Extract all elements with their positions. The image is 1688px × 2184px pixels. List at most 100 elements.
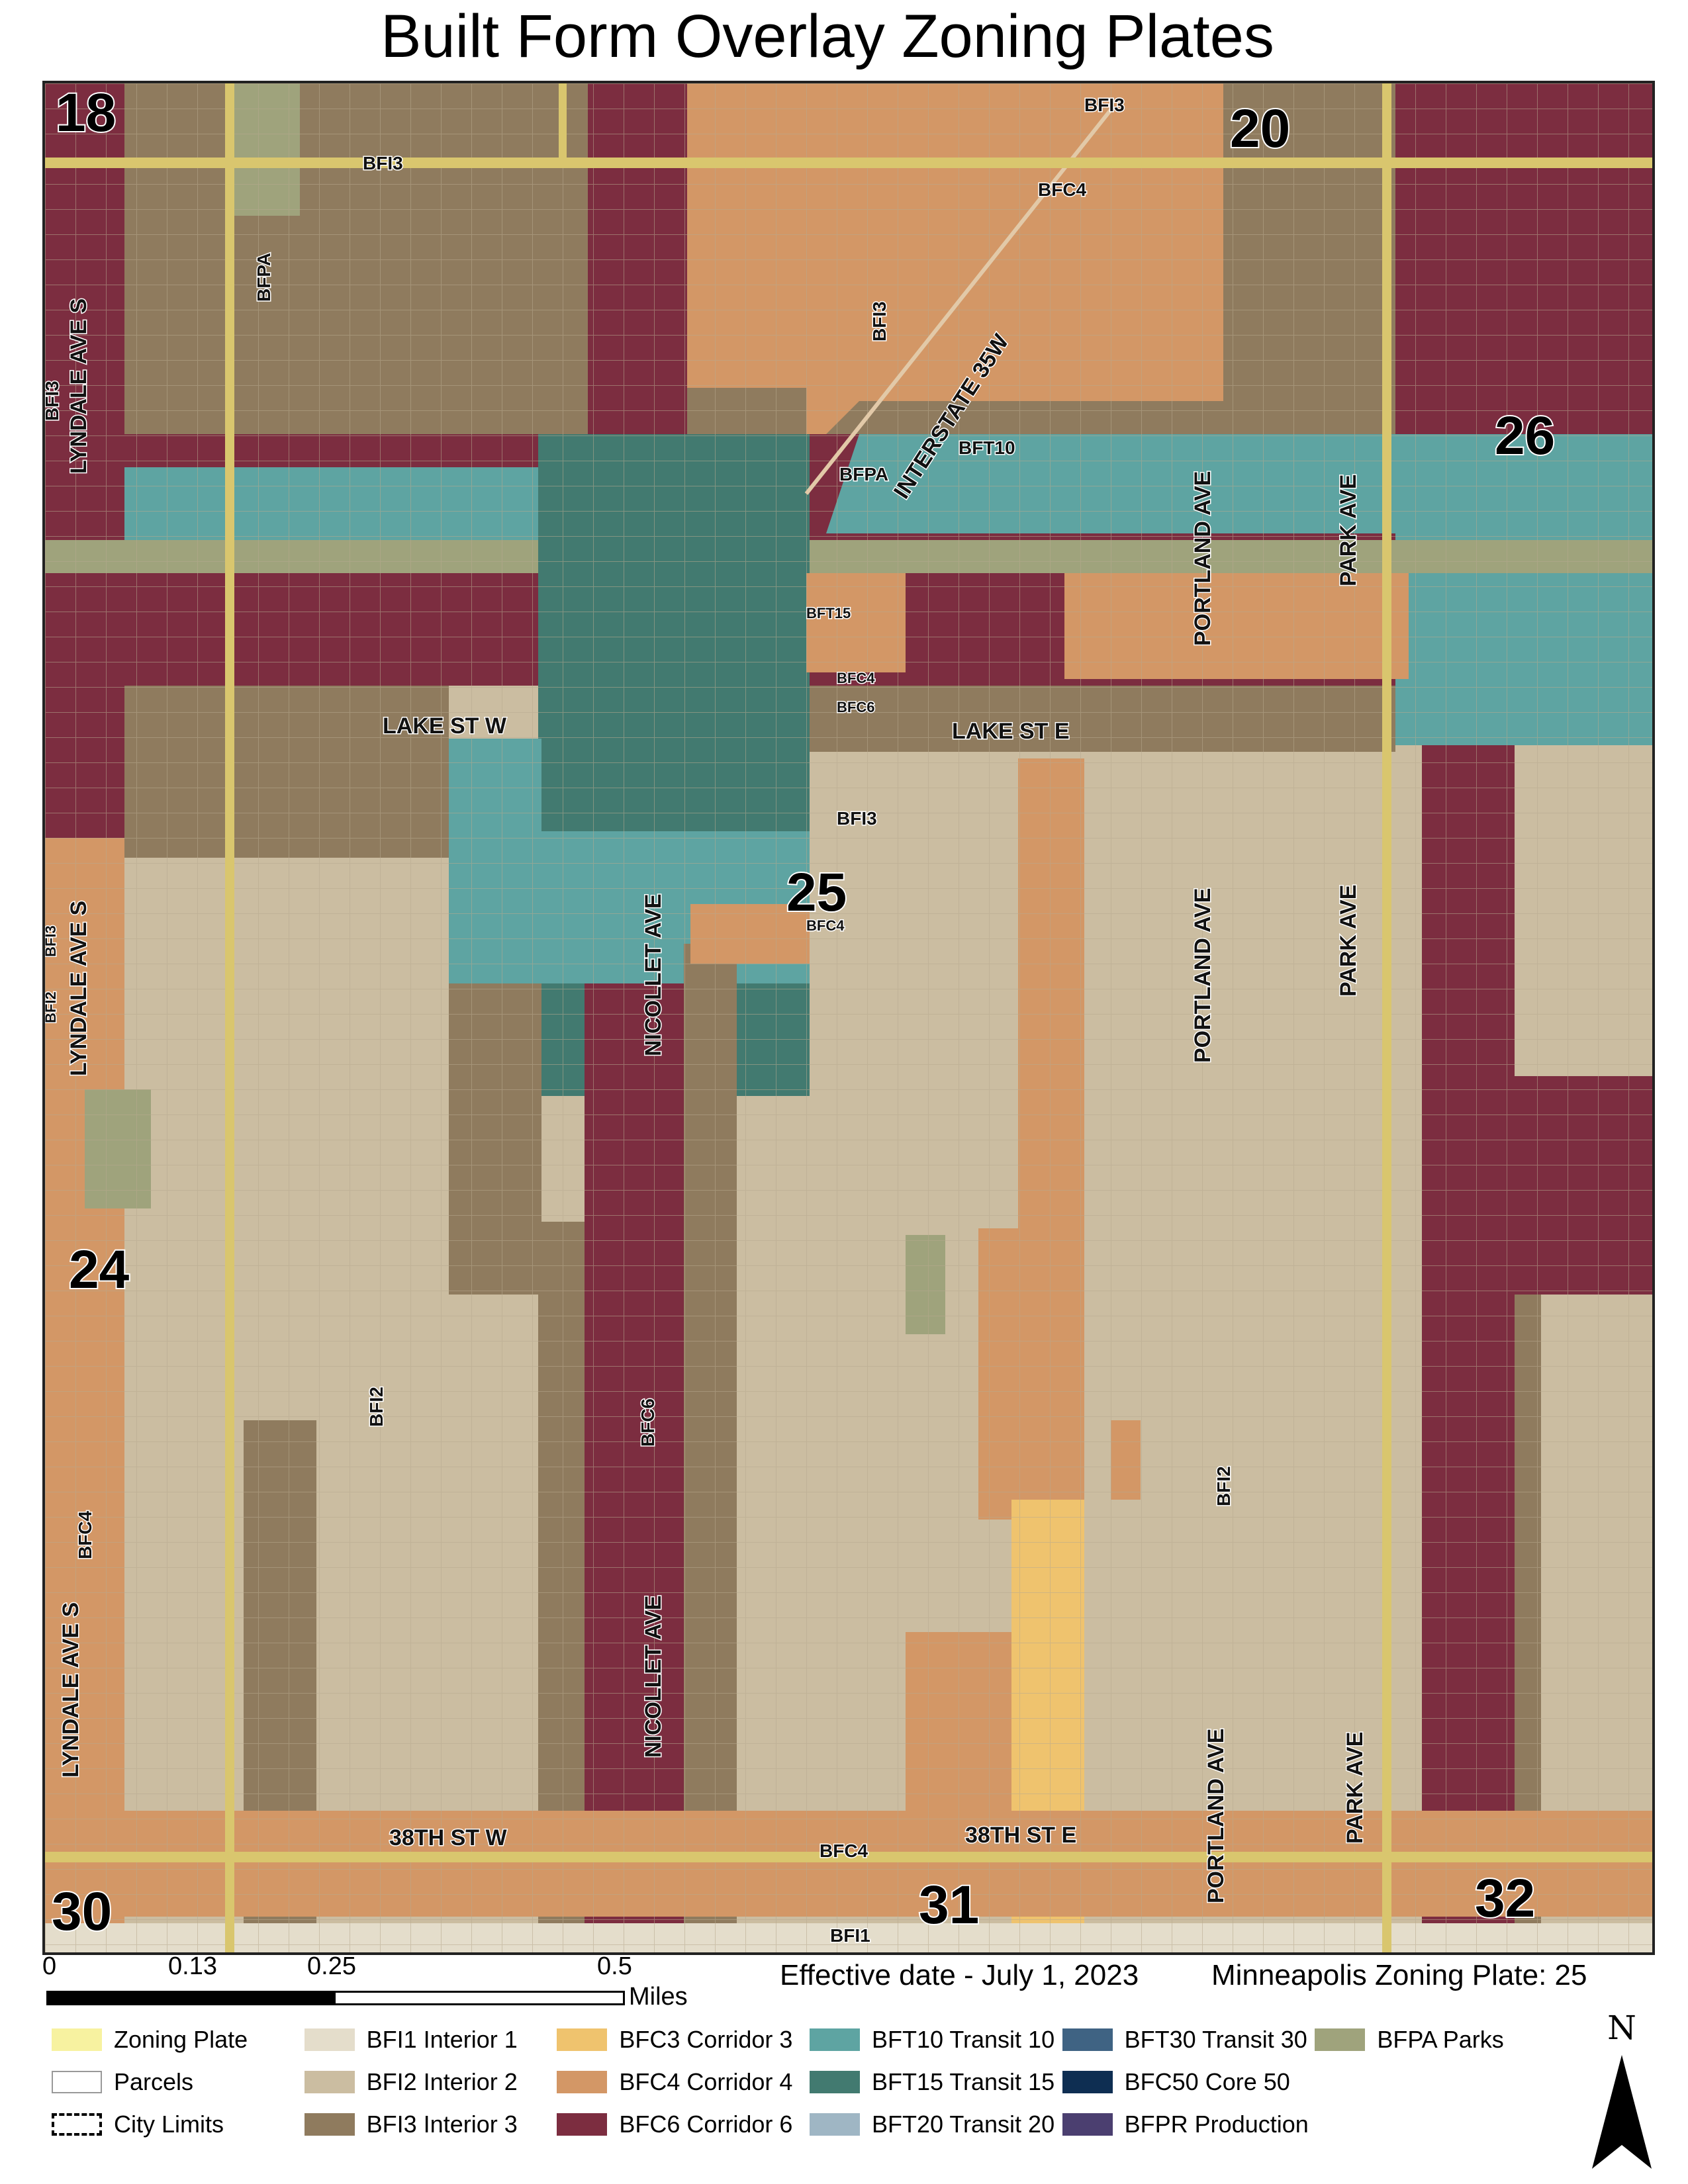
legend-swatch bbox=[52, 2113, 102, 2136]
street-label: LYNDALE AVE S bbox=[66, 298, 91, 474]
legend-label: BFT15 Transit 15 bbox=[871, 2068, 1055, 2095]
plate-label: 18 bbox=[56, 83, 116, 143]
legend-label: BFC3 Corridor 3 bbox=[619, 2026, 793, 2053]
zoning-map-canvas: 18 20 26 25 24 30 31 32 LYNDALE AVE S LY… bbox=[45, 83, 1652, 1952]
legend-swatch bbox=[304, 2113, 355, 2136]
interstate-35w-line bbox=[804, 109, 1113, 495]
road-west bbox=[225, 83, 234, 1952]
plate-label: 26 bbox=[1495, 406, 1555, 466]
plate-label: 32 bbox=[1475, 1868, 1535, 1929]
north-arrow-icon bbox=[1592, 2055, 1652, 2169]
legend-item: BFC50 Core 50 bbox=[1062, 2061, 1315, 2103]
street-label: PARK AVE bbox=[1342, 1732, 1368, 1844]
zone-label: BFI2 bbox=[1213, 1466, 1234, 1506]
zone-label: BFC6 bbox=[637, 1398, 658, 1447]
plate-label: 24 bbox=[69, 1240, 130, 1300]
scale-tick-label: 0.5 bbox=[597, 1952, 632, 1980]
legend-swatch bbox=[1315, 2028, 1366, 2051]
legend-item: BFI1 Interior 1 bbox=[304, 2019, 557, 2061]
scale-tick-label: 0 bbox=[42, 1952, 57, 1980]
plate-label: 30 bbox=[52, 1882, 112, 1942]
plate-label: 31 bbox=[919, 1875, 979, 1935]
legend-swatch bbox=[304, 2028, 355, 2051]
zone-label: BFI2 bbox=[366, 1387, 387, 1427]
zone-label: BFPA bbox=[839, 464, 888, 484]
scale-bar: 0 0.13 0.25 0.5 Miles bbox=[42, 1952, 688, 2025]
street-label: NICOLLET AVE bbox=[641, 1595, 666, 1758]
street-label: PORTLAND AVE bbox=[1190, 888, 1215, 1063]
legend-label: BFT10 Transit 10 bbox=[871, 2026, 1055, 2053]
legend-label: BFI3 Interior 3 bbox=[366, 2111, 518, 2138]
zone-label: BFPA bbox=[254, 253, 274, 302]
legend-label: BFC4 Corridor 4 bbox=[619, 2068, 793, 2095]
street-label: 38TH ST E bbox=[965, 1823, 1076, 1848]
scale-tick-label: 0.25 bbox=[307, 1952, 356, 1980]
legend: Zoning Plate Parcels City Limits BFI1 Inter… bbox=[52, 2019, 1568, 2171]
legend-label: BFPR Production bbox=[1124, 2111, 1309, 2138]
legend-item: BFI3 Interior 3 bbox=[304, 2103, 557, 2146]
scale-bar-segment-black bbox=[46, 1991, 335, 2005]
zone-label: BFI3 bbox=[1084, 95, 1125, 115]
legend-label: BFC6 Corridor 6 bbox=[619, 2111, 793, 2138]
plate-caption: Minneapolis Zoning Plate: 25 bbox=[1211, 1959, 1587, 1991]
legend-label: BFT30 Transit 30 bbox=[1124, 2026, 1307, 2053]
legend-swatch bbox=[52, 2071, 102, 2093]
street-label: LAKE ST W bbox=[383, 713, 507, 739]
street-label: LYNDALE AVE S bbox=[58, 1602, 83, 1778]
zone-label: BFI3 bbox=[869, 301, 890, 341]
street-label: 38TH ST W bbox=[389, 1825, 507, 1850]
zone-label: BFI2 bbox=[45, 991, 59, 1023]
street-label: PORTLAND AVE bbox=[1203, 1729, 1229, 1903]
legend-label: Zoning Plate bbox=[114, 2026, 248, 2053]
legend-label: BFI1 Interior 1 bbox=[366, 2026, 518, 2053]
scale-bar-segment-white bbox=[334, 1991, 625, 2005]
legend-label: BFC50 Core 50 bbox=[1124, 2068, 1290, 2095]
zone-label: BFC4 bbox=[837, 670, 875, 686]
map-title: Built Form Overlay Zoning Plates bbox=[381, 3, 1274, 70]
plate-label: 25 bbox=[786, 862, 847, 923]
zone-label: BFI3 bbox=[45, 381, 62, 421]
legend-swatch bbox=[557, 2113, 608, 2136]
legend-label: BFI2 Interior 2 bbox=[366, 2068, 518, 2095]
effective-date: Effective date - July 1, 2023 bbox=[780, 1959, 1139, 1991]
legend-item: City Limits bbox=[52, 2103, 305, 2146]
scale-unit: Miles bbox=[629, 1983, 688, 2011]
street-label: LAKE ST E bbox=[952, 719, 1070, 744]
road-north-stub bbox=[559, 83, 567, 163]
zone-label: BFT10 bbox=[959, 437, 1015, 458]
zone-label: BFI3 bbox=[363, 153, 403, 173]
legend-item: BFI2 Interior 2 bbox=[304, 2061, 557, 2103]
zone-label: BFI1 bbox=[830, 1925, 870, 1946]
zoning-map[interactable]: 18 20 26 25 24 30 31 32 LYNDALE AVE S LY… bbox=[42, 81, 1655, 1955]
legend-item: Parcels bbox=[52, 2061, 305, 2103]
scale-tick-label: 0.13 bbox=[168, 1952, 217, 1980]
zone-label: BFC4 bbox=[1038, 179, 1087, 200]
legend-item: BFPA Parks bbox=[1315, 2019, 1568, 2061]
road-north bbox=[45, 158, 1652, 168]
street-label: PARK AVE bbox=[1336, 475, 1361, 586]
legend-item: BFC3 Corridor 3 bbox=[557, 2019, 810, 2061]
plate-label: 20 bbox=[1230, 99, 1290, 159]
legend-label: City Limits bbox=[114, 2111, 224, 2138]
legend-swatch bbox=[304, 2071, 355, 2093]
legend-label: Parcels bbox=[114, 2068, 194, 2095]
zone-label: BFC4 bbox=[820, 1841, 868, 1861]
zone-label: BFC6 bbox=[837, 699, 874, 715]
zone-label: BFC4 bbox=[806, 917, 845, 934]
street-label: PARK AVE bbox=[1336, 885, 1361, 997]
legend-item: BFT15 Transit 15 bbox=[809, 2061, 1062, 2103]
legend-label: BFPA Parks bbox=[1377, 2026, 1504, 2053]
parcel-lines bbox=[45, 83, 1652, 1952]
legend-item: BFT10 Transit 10 bbox=[809, 2019, 1062, 2061]
road-38th bbox=[45, 1852, 1652, 1862]
legend-item: Zoning Plate bbox=[52, 2019, 305, 2061]
legend-swatch bbox=[809, 2028, 860, 2051]
legend-swatch bbox=[52, 2028, 102, 2051]
legend-swatch bbox=[1062, 2071, 1113, 2093]
street-label: NICOLLET AVE bbox=[641, 893, 666, 1056]
street-label: LYNDALE AVE S bbox=[66, 901, 91, 1076]
legend-item: BFC6 Corridor 6 bbox=[557, 2103, 810, 2146]
legend-label: BFT20 Transit 20 bbox=[871, 2111, 1055, 2138]
legend-swatch bbox=[809, 2071, 860, 2093]
legend-swatch bbox=[557, 2071, 608, 2093]
